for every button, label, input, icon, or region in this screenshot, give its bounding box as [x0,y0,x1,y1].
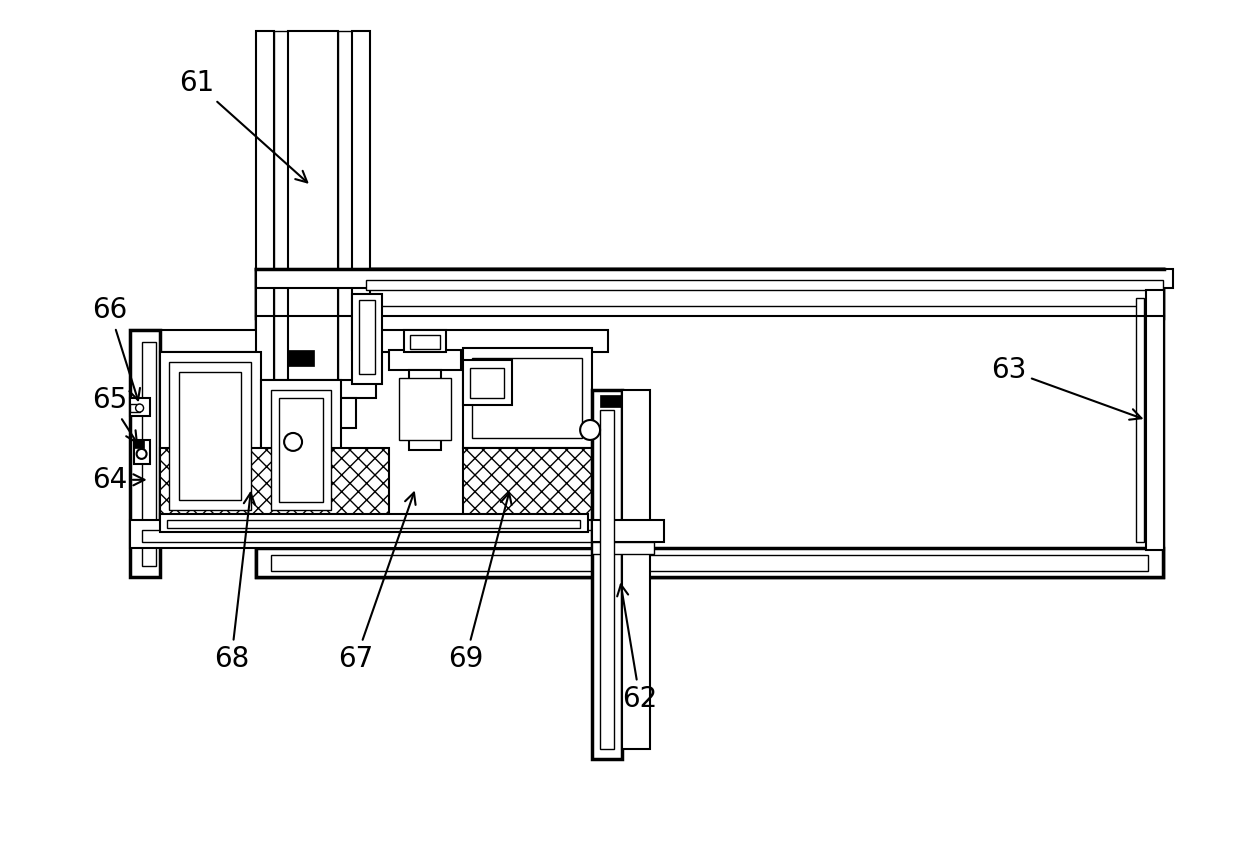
Bar [130,398,150,416]
Bar [256,31,274,440]
Bar [600,410,615,749]
Bar [622,390,650,749]
Text: 62: 62 [617,584,658,713]
Bar [592,520,664,542]
Bar [271,390,331,510]
Bar [600,395,622,407]
Bar [256,268,1163,319]
Bar [271,554,1149,570]
Circle shape [136,449,146,459]
Bar [180,373,242,500]
Text: 64: 64 [92,466,145,494]
Bar [462,348,592,448]
Bar [141,530,595,542]
Bar [289,31,338,440]
Bar [359,300,375,374]
Text: 69: 69 [447,493,512,673]
Bar [1146,290,1165,549]
Bar [256,398,356,428]
Bar [130,331,160,578]
Bar [410,336,440,349]
Text: 61: 61 [178,69,307,182]
Bar [167,520,580,527]
Bar [592,390,622,759]
Bar [134,440,150,464]
Bar [471,368,504,398]
Bar [366,280,1163,290]
Text: 63: 63 [991,357,1141,420]
Text: 65: 65 [92,386,136,442]
Bar [271,280,1149,306]
Bar [274,31,289,440]
Bar [389,350,461,370]
Bar [352,294,382,384]
Text: 67: 67 [338,493,415,673]
Bar [160,514,589,532]
Circle shape [284,433,302,451]
Bar [289,350,313,366]
Bar [404,331,446,352]
Bar [409,370,441,450]
Bar [472,358,582,438]
Bar [1136,299,1145,542]
Bar [170,362,252,510]
Text: 68: 68 [213,493,255,673]
Bar [130,520,608,547]
Text: 66: 66 [92,296,140,400]
Bar [256,268,1173,288]
Bar [256,268,1163,578]
Bar [261,380,341,520]
Bar [160,352,261,520]
Bar [592,542,654,553]
Circle shape [135,404,144,412]
Bar [338,31,352,380]
Bar [352,31,369,350]
Circle shape [580,420,600,440]
Bar [130,331,608,352]
Bar [256,547,1163,578]
Bar [141,342,156,565]
Bar [160,448,389,520]
Bar [462,360,513,405]
Bar [279,398,323,502]
Bar [399,378,451,440]
Bar [130,404,140,412]
Bar [256,380,375,398]
Bar [134,440,144,448]
Bar [462,448,592,520]
